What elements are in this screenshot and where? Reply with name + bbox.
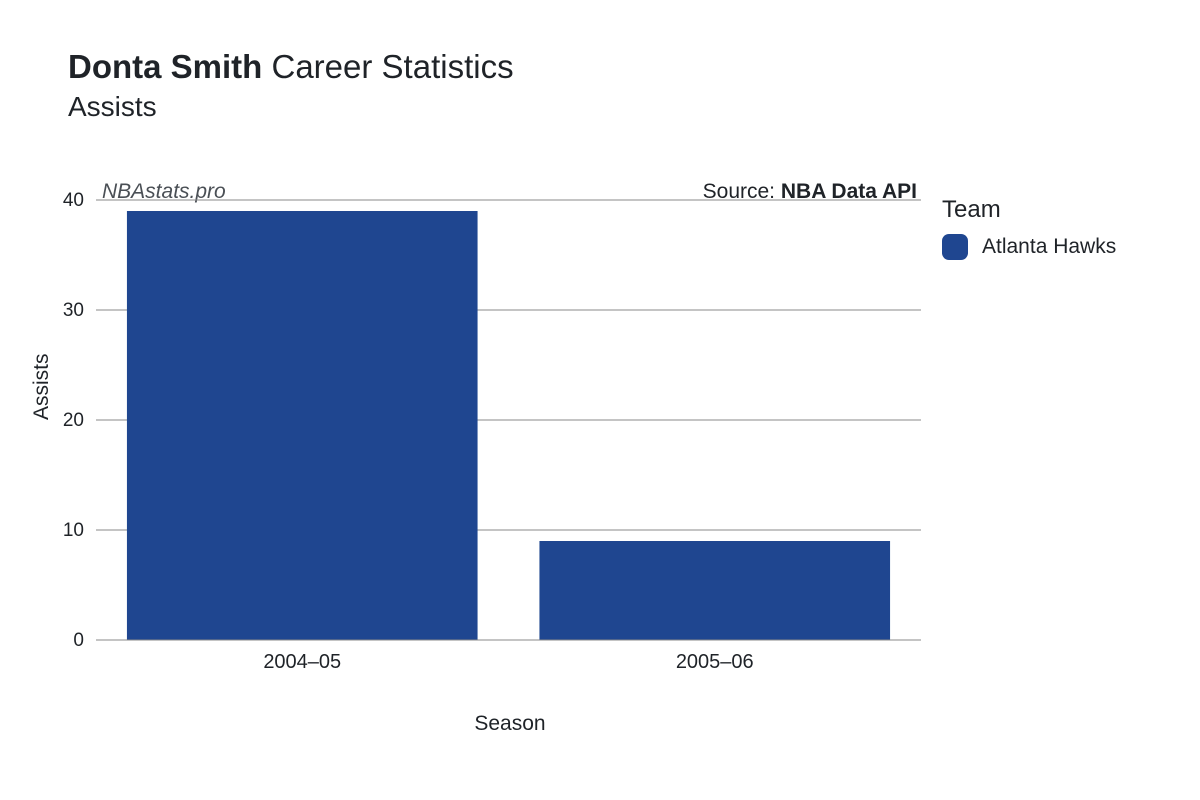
x-tick-label: 2004–05 — [263, 651, 341, 673]
legend-item: Atlanta Hawks — [942, 234, 1116, 260]
chart-subtitle: Assists — [68, 91, 514, 123]
y-tick-label: 20 — [63, 410, 84, 431]
chart-svg: 0102030402004–052005–06 — [96, 200, 921, 680]
legend-swatch — [942, 234, 968, 260]
bar-chart-plot: 0102030402004–052005–06 — [96, 200, 921, 640]
bar — [127, 211, 478, 640]
legend-label: Atlanta Hawks — [982, 235, 1116, 259]
y-tick-label: 10 — [63, 520, 84, 541]
y-axis-title: Assists — [30, 353, 54, 420]
title-block: Donta Smith Career Statistics Assists — [68, 46, 514, 123]
y-tick-label: 40 — [63, 190, 84, 211]
x-tick-label: 2005–06 — [676, 651, 754, 673]
chart-title-player: Donta Smith — [68, 48, 262, 85]
x-axis-title: Season — [0, 712, 1020, 736]
bar — [539, 541, 890, 640]
chart-title: Donta Smith Career Statistics — [68, 46, 514, 87]
chart-container: Donta Smith Career Statistics Assists NB… — [0, 0, 1200, 800]
legend-title: Team — [942, 196, 1116, 224]
y-tick-label: 0 — [73, 630, 84, 651]
y-tick-label: 30 — [63, 300, 84, 321]
chart-title-suffix: Career Statistics — [262, 48, 513, 85]
legend: Team Atlanta Hawks — [942, 196, 1116, 260]
